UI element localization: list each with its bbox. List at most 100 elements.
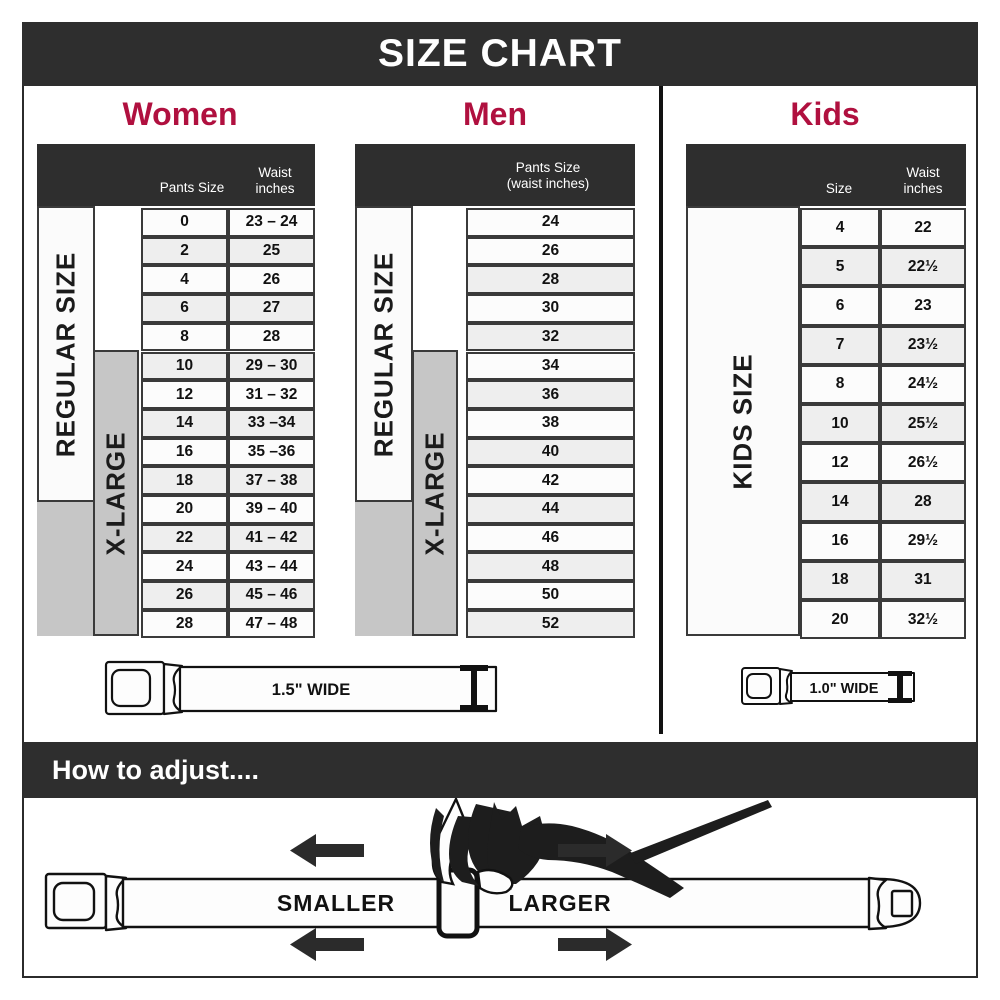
women-cell-size: 4 <box>141 265 228 295</box>
kids-cell-waist: 31 <box>880 560 966 600</box>
arrow-right-bottom <box>558 928 632 961</box>
kids-cell-size: 4 <box>800 208 880 248</box>
women-cell-size: 14 <box>141 408 228 438</box>
men-cell-size: 46 <box>466 523 635 553</box>
kids-cell-waist: 28 <box>880 482 966 522</box>
men-col-header-waist-inches: (waist inches) <box>506 176 590 191</box>
kids-size-label: KIDS SIZE <box>727 352 758 490</box>
kids-cell-size: 8 <box>800 364 880 404</box>
men-col-header-pants-size: Pants Size <box>515 160 581 175</box>
kids-cell-waist: 25½ <box>880 404 966 444</box>
women-cell-waist: 33 –34 <box>228 408 315 438</box>
women-cell-waist: 27 <box>228 294 315 323</box>
women-belt-width-label: 1.5" WIDE <box>272 681 350 699</box>
men-cell-size: 42 <box>466 466 635 495</box>
men-cell-size: 38 <box>466 408 635 438</box>
smaller-label: SMALLER <box>277 890 395 916</box>
width-measure-marker-kids <box>888 671 912 703</box>
larger-label: LARGER <box>508 890 611 916</box>
kids-size-label-box: KIDS SIZE <box>686 206 800 636</box>
women-cell-waist: 41 – 42 <box>228 523 315 553</box>
kids-cell-size: 5 <box>800 247 880 287</box>
women-cell-waist: 45 – 46 <box>228 581 315 610</box>
women-cell-waist: 25 <box>228 236 315 266</box>
women-xlarge-label: X-LARGE <box>100 431 131 555</box>
women-cell-waist: 35 –36 <box>228 437 315 467</box>
men-cell-size: 34 <box>466 351 635 381</box>
adjust-belt-tip-hole <box>890 889 914 918</box>
kids-header-strip <box>686 144 966 206</box>
section-divider <box>659 86 663 734</box>
men-xlarge-label-box: X-LARGE <box>412 350 458 636</box>
kids-cell-size: 18 <box>800 560 880 600</box>
women-col-header-pants-size: Pants Size <box>159 180 225 195</box>
kids-cell-waist: 23½ <box>880 325 966 365</box>
women-cell-size: 10 <box>141 351 228 381</box>
how-to-adjust-bar: How to adjust.... <box>24 742 976 798</box>
women-cell-size: 26 <box>141 581 228 610</box>
women-cell-size: 8 <box>141 322 228 352</box>
hand-icon <box>430 798 772 898</box>
women-cell-size: 6 <box>141 294 228 323</box>
kids-cell-waist: 22½ <box>880 247 966 287</box>
women-cell-waist: 26 <box>228 265 315 295</box>
men-cell-size: 36 <box>466 380 635 409</box>
women-regular-size-label: REGULAR SIZE <box>50 251 81 457</box>
men-cell-size: 26 <box>466 236 635 266</box>
men-cell-size: 24 <box>466 208 635 237</box>
men-regular-size-label: REGULAR SIZE <box>368 251 399 457</box>
men-cell-size: 52 <box>466 609 635 639</box>
how-to-adjust-title: How to adjust.... <box>52 754 259 785</box>
women-cell-waist: 47 – 48 <box>228 609 315 639</box>
women-xlarge-label-box: X-LARGE <box>93 350 139 636</box>
women-cell-waist: 43 – 44 <box>228 552 315 582</box>
kids-cell-size: 12 <box>800 443 880 483</box>
women-header-strip <box>37 144 315 206</box>
kids-cell-size: 16 <box>800 521 880 561</box>
width-measure-marker-women <box>460 665 488 711</box>
kids-col-header-waist: Waist <box>906 165 940 180</box>
kids-cell-waist: 23 <box>880 286 966 326</box>
kids-cell-waist: 24½ <box>880 364 966 404</box>
kids-cell-waist: 32½ <box>880 600 966 640</box>
men-cell-size: 28 <box>466 265 635 295</box>
kids-cell-waist: 29½ <box>880 521 966 561</box>
men-cell-size: 44 <box>466 495 635 524</box>
men-regular-size-label-box: REGULAR SIZE <box>355 206 413 502</box>
women-col-header-waist: Waist <box>258 165 292 180</box>
adjust-belt-tip-notch <box>867 876 888 931</box>
men-cell-size: 50 <box>466 581 635 610</box>
adjust-diagram: SMALLER LARGER <box>24 798 976 976</box>
kids-col-header-size: Size <box>825 181 853 196</box>
kids-cell-size: 6 <box>800 286 880 326</box>
women-cell-waist: 29 – 30 <box>228 351 315 381</box>
kids-cell-size: 7 <box>800 325 880 365</box>
kids-cell-size: 10 <box>800 404 880 444</box>
kids-belt-width-label: 1.0" WIDE <box>810 681 879 697</box>
adjust-buckle-loop <box>104 874 128 932</box>
men-xlarge-label: X-LARGE <box>419 431 450 555</box>
women-cell-waist: 28 <box>228 322 315 352</box>
women-cell-size: 28 <box>141 609 228 639</box>
adjust-belt-strap <box>121 877 922 929</box>
women-cell-size: 20 <box>141 495 228 524</box>
kids-col-header-inches: inches <box>903 181 943 196</box>
women-cell-size: 22 <box>141 523 228 553</box>
women-cell-size: 16 <box>141 437 228 467</box>
women-cell-waist: 37 – 38 <box>228 466 315 495</box>
men-header-strip <box>355 144 635 206</box>
men-cell-size: 32 <box>466 322 635 352</box>
arrow-left-top <box>290 834 364 867</box>
women-cell-waist: 23 – 24 <box>228 208 315 237</box>
section-heading-men: Men <box>463 96 527 132</box>
women-cell-size: 12 <box>141 380 228 409</box>
section-heading-women: Women <box>122 96 238 132</box>
kids-belt-graphic: 1.0" WIDE <box>736 658 926 716</box>
kids-cell-size: 14 <box>800 482 880 522</box>
women-cell-waist: 31 – 32 <box>228 380 315 409</box>
men-cell-size: 48 <box>466 552 635 582</box>
women-cell-size: 2 <box>141 236 228 266</box>
page-title: SIZE CHART <box>378 32 622 75</box>
adjust-buckle-hole <box>52 881 96 922</box>
